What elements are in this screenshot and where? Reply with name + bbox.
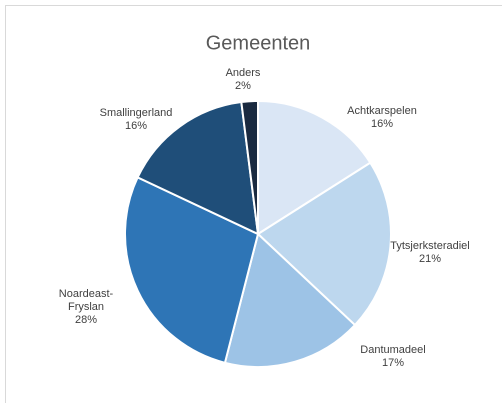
pie-slice — [136, 100, 260, 236]
pie-slice — [256, 161, 392, 327]
pie-slice — [223, 232, 357, 368]
slice-value-label: 21% — [419, 253, 441, 265]
pie-slice — [240, 99, 259, 235]
slice-label: Dantumadeel — [360, 344, 425, 356]
slice-value-label: 16% — [125, 120, 147, 132]
pie-slice — [124, 176, 260, 365]
slice-value-label: 16% — [371, 118, 393, 130]
slice-label: Achtkarspelen — [347, 105, 417, 117]
slice-value-label: 2% — [235, 80, 251, 92]
pie-slice — [257, 99, 372, 236]
slice-label: Anders — [226, 67, 261, 79]
slice-value-label: 17% — [382, 357, 404, 369]
slice-value-label: 28% — [75, 314, 97, 326]
slice-label: Tytsjerksteradiel — [390, 240, 469, 252]
chart-title: Gemeenten — [206, 32, 311, 54]
slice-label: Smallingerland — [100, 107, 173, 119]
slice-label: Noardeast-Fryslan — [59, 288, 114, 313]
